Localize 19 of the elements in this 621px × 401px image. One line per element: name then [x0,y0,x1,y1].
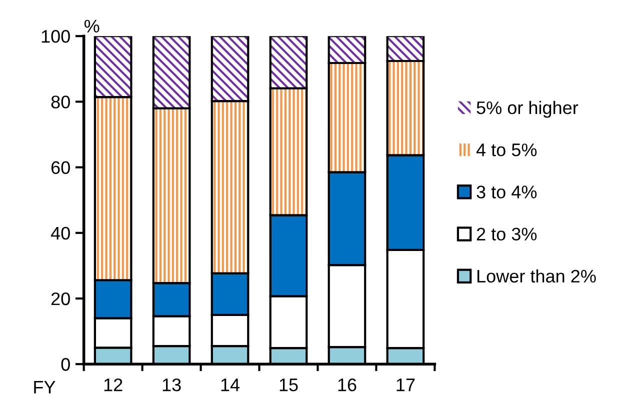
legend-label: 4 to 5% [476,144,537,156]
x-tick-label: 14 [221,378,240,392]
legend-label: 5% or higher [476,100,578,118]
x-axis-title: FY [34,380,56,394]
x-tick-label: 13 [162,378,181,392]
y-tick-label: 80 [51,96,70,108]
x-tick-label: 16 [338,378,356,392]
x-tick-label: 17 [396,378,415,392]
legend-label: 2 to 3% [476,228,537,240]
y-tick-label: 40 [50,226,70,240]
y-tick-label: 60 [51,161,70,174]
x-tick-label: 15 [280,378,298,392]
x-tick-label: 12 [104,378,122,392]
y-tick-label: 0 [61,358,70,371]
y-axis-title: % [84,20,100,32]
y-tick-label: 100 [42,30,70,43]
legend-label: 3 to 4% [476,186,537,198]
y-tick-label: 20 [51,292,70,306]
legend-label: Lower than 2% [478,269,596,283]
